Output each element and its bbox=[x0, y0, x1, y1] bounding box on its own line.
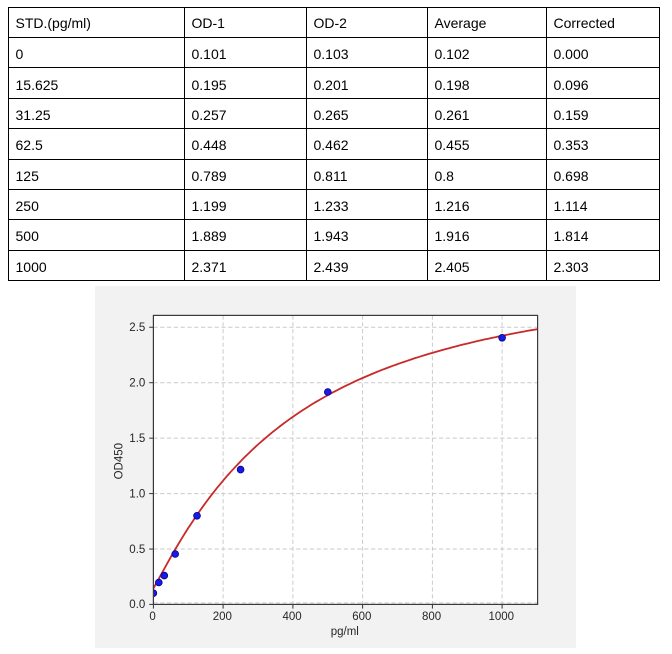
svg-text:0.0: 0.0 bbox=[129, 599, 145, 611]
svg-text:OD450: OD450 bbox=[114, 443, 126, 479]
svg-text:0.5: 0.5 bbox=[129, 544, 145, 556]
svg-text:2.5: 2.5 bbox=[129, 322, 145, 334]
svg-text:pg/ml: pg/ml bbox=[331, 626, 359, 638]
svg-text:200: 200 bbox=[213, 611, 232, 623]
svg-text:1000: 1000 bbox=[489, 611, 515, 623]
svg-text:400: 400 bbox=[283, 611, 302, 623]
svg-text:800: 800 bbox=[422, 611, 441, 623]
svg-text:2.0: 2.0 bbox=[129, 378, 145, 390]
svg-text:1.5: 1.5 bbox=[129, 433, 145, 445]
svg-text:1.0: 1.0 bbox=[129, 488, 145, 500]
svg-text:600: 600 bbox=[352, 611, 371, 623]
svg-text:0: 0 bbox=[149, 611, 155, 623]
